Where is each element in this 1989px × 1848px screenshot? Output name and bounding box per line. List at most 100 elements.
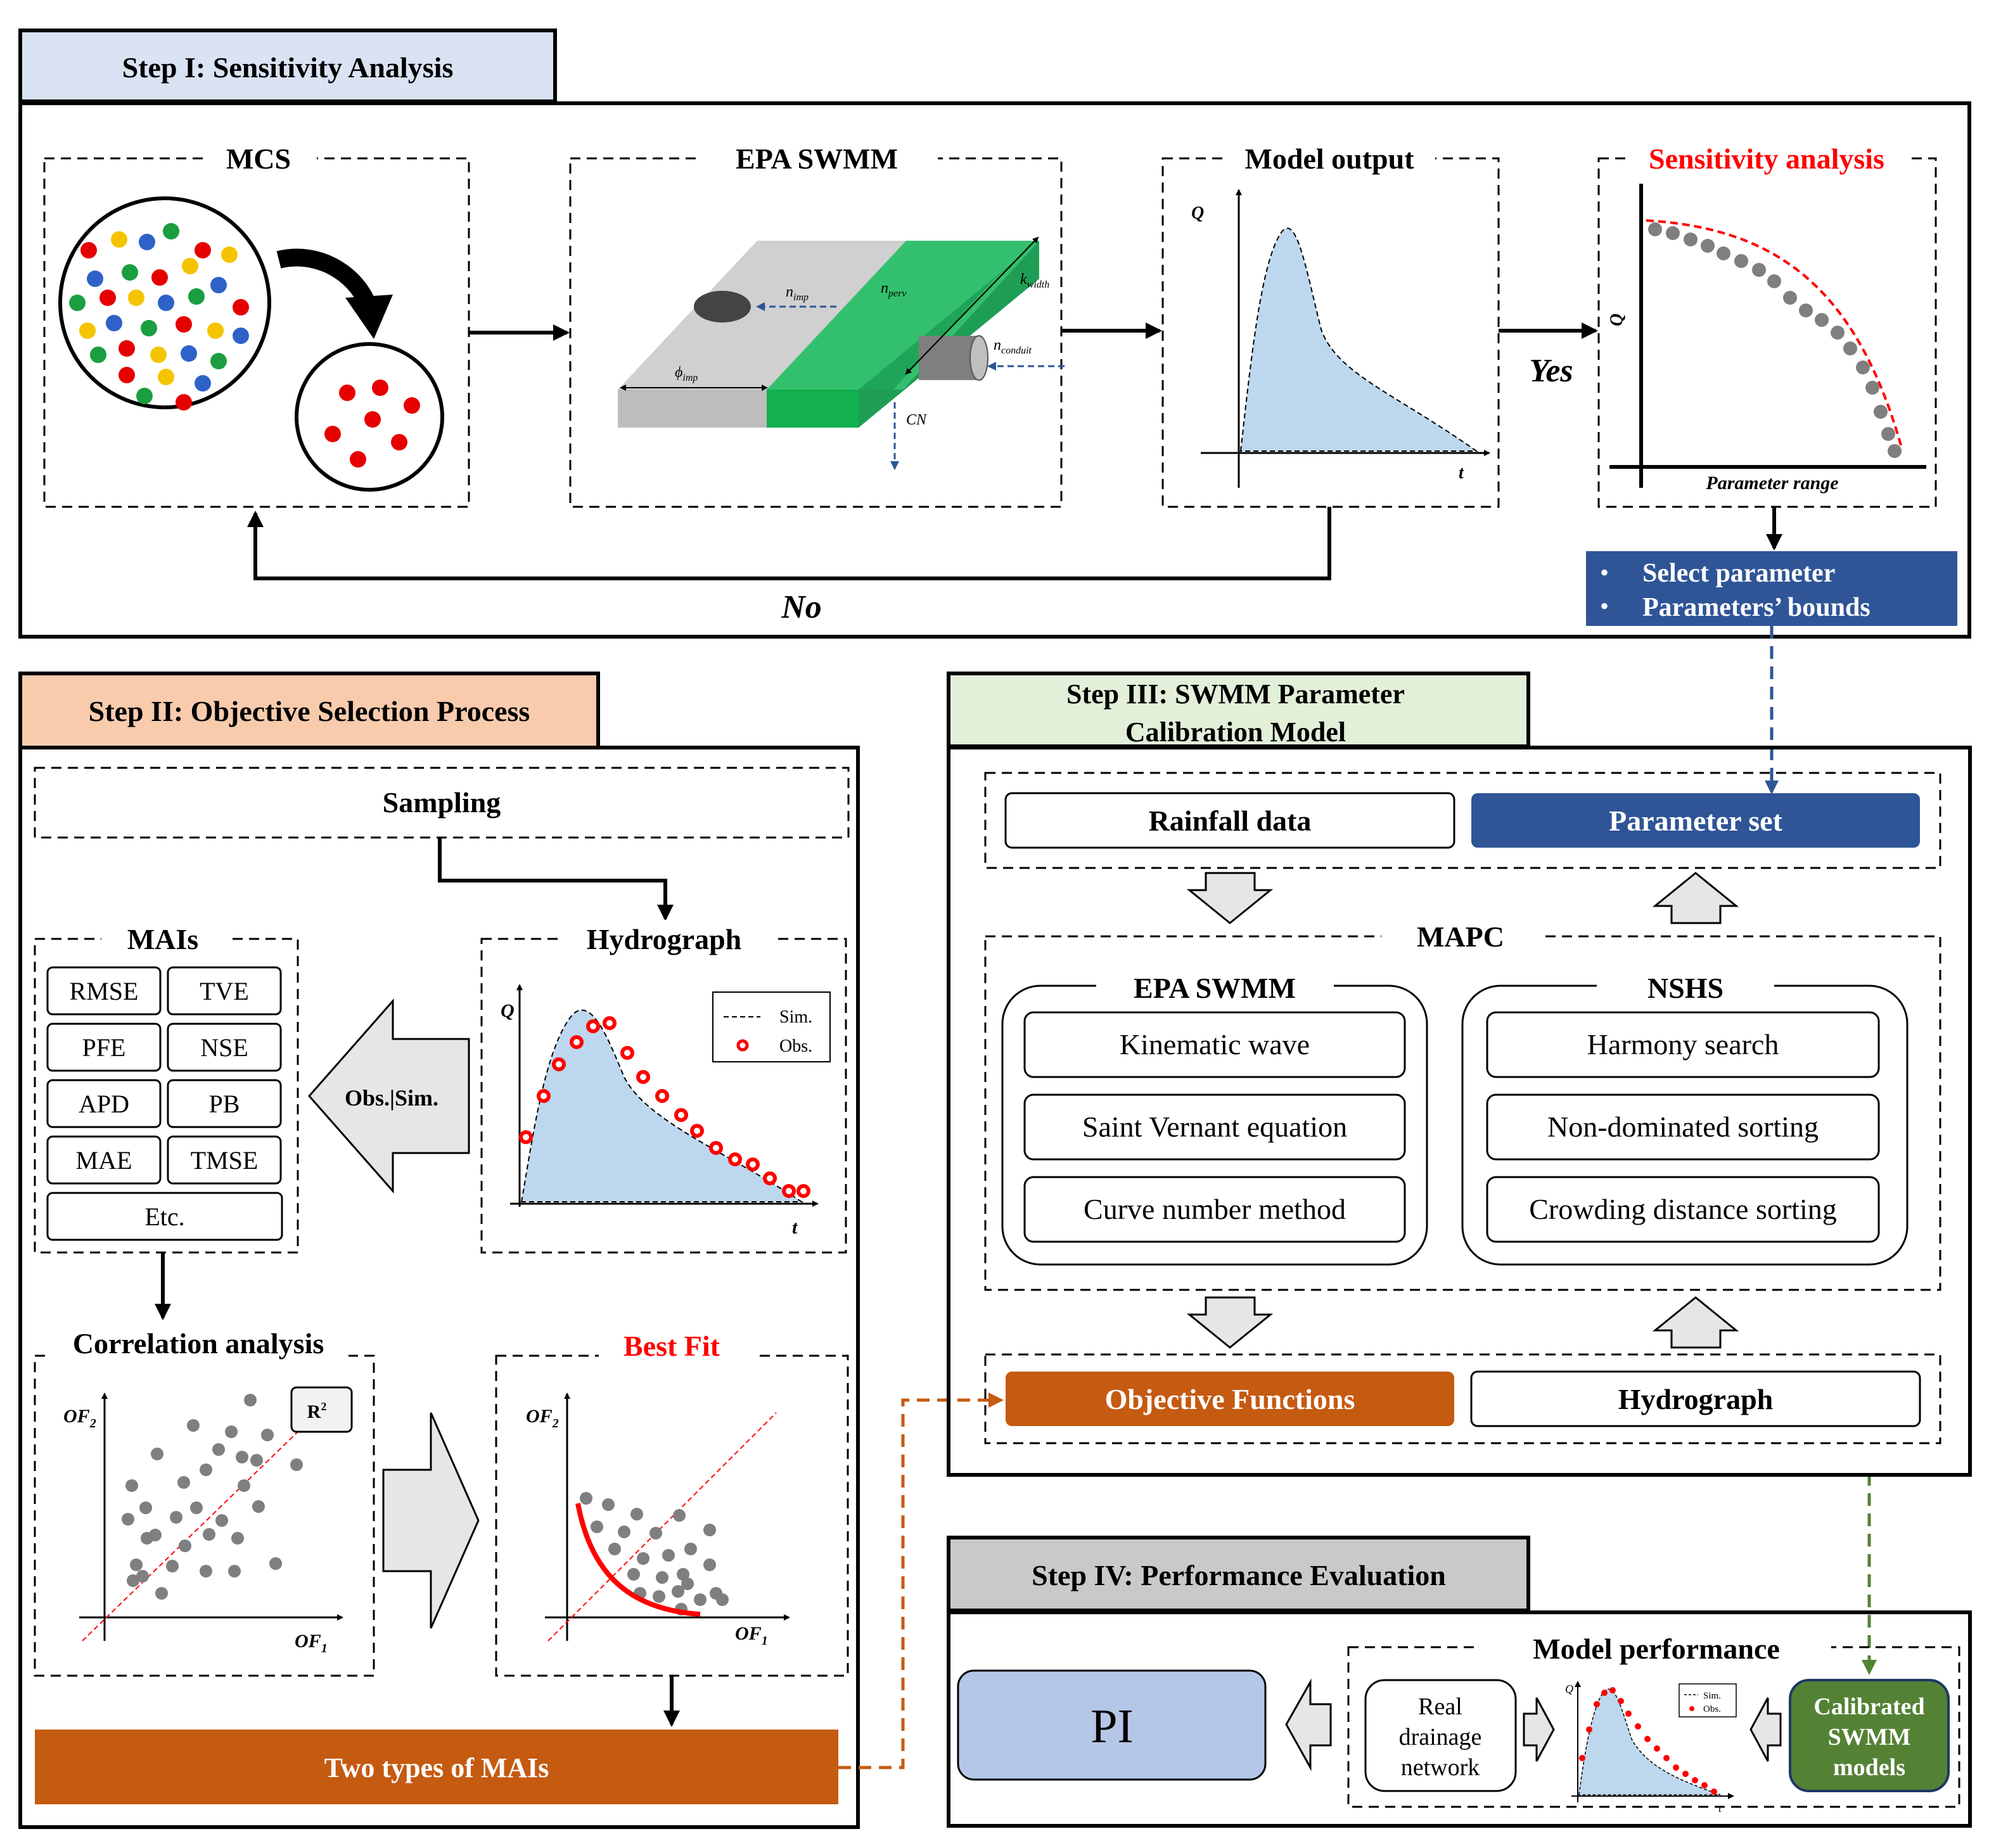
- population-dot: [79, 322, 96, 339]
- correlation-point: [290, 1458, 303, 1471]
- selected-dot: [372, 379, 388, 396]
- yes-label: Yes: [1529, 353, 1573, 389]
- legend-sim: Sim.: [779, 1007, 812, 1027]
- best-fit-point: [637, 1552, 649, 1565]
- population-dot: [195, 242, 211, 258]
- correlation-point: [190, 1501, 203, 1514]
- down-arrow-2: [1186, 1296, 1274, 1349]
- best-fit-points: [580, 1492, 729, 1615]
- mais-item-label: NSE: [200, 1033, 248, 1062]
- observed-point: [709, 1141, 723, 1155]
- observed-point: [674, 1108, 688, 1122]
- mini-observed-point: [1594, 1701, 1600, 1707]
- mini-observed-point: [1601, 1690, 1608, 1696]
- observed-point: [620, 1046, 634, 1060]
- nshs-method-label: Harmony search: [1587, 1028, 1779, 1061]
- calibrated-line2: SWMM: [1828, 1724, 1911, 1750]
- correlation-point: [250, 1454, 263, 1467]
- left-arrow-perf: [1749, 1697, 1782, 1762]
- mini-legend-sim: Sim.: [1703, 1691, 1721, 1701]
- selected-dot: [364, 411, 381, 428]
- legend-obs: Obs.: [779, 1036, 812, 1056]
- sensitivity-point: [1717, 246, 1730, 260]
- mais-grid: RMSE TVE PFE NSE APD PB MAE TMSE: [46, 966, 282, 1185]
- parameter-set-label: Parameter set: [1609, 805, 1782, 837]
- best-fit-label: Best Fit: [624, 1330, 720, 1362]
- svg-text:•: •: [1600, 592, 1609, 620]
- parameter-bounds-box: • • Select parameter Parameters’ bounds: [1586, 551, 1957, 626]
- mais-item-label: PFE: [82, 1033, 126, 1062]
- correlation-point: [244, 1394, 257, 1406]
- population-dot: [181, 345, 197, 362]
- best-fit-point: [602, 1498, 615, 1511]
- observed-point: [763, 1171, 777, 1185]
- mais-item-label: TMSE: [191, 1146, 259, 1175]
- best-fit-point: [703, 1524, 716, 1536]
- outputs-row: [984, 1353, 1941, 1444]
- observed-point: [796, 1184, 810, 1198]
- population-dot: [195, 375, 211, 392]
- swmm-method-box: [1023, 1011, 1406, 1078]
- population-dot: [150, 347, 167, 363]
- mini-observed-point: [1673, 1764, 1679, 1771]
- correlation-point: [238, 1479, 250, 1492]
- calibrated-line3: models: [1833, 1754, 1905, 1781]
- step1-header: [18, 29, 557, 103]
- mini-observed-point: [1654, 1745, 1660, 1752]
- pi-label: PI: [1090, 1700, 1134, 1753]
- population-dot: [182, 258, 198, 274]
- mini-t-label: t: [1718, 1802, 1722, 1814]
- k-width-label: kwidth: [1020, 271, 1049, 290]
- mini-observed-point: [1635, 1723, 1641, 1730]
- arrow-sampling-hydro: [438, 838, 674, 921]
- correlation-point: [215, 1514, 228, 1527]
- sensitivity-box: Sensitivity analysis Q Parameter range: [1597, 139, 1937, 508]
- population-dots: [69, 223, 249, 411]
- param-range-label: Parameter range: [1705, 473, 1838, 494]
- best-fit-point: [649, 1527, 662, 1539]
- mini-observed-point: [1692, 1777, 1698, 1783]
- selected-dot: [339, 385, 355, 401]
- mini-observed-point: [1701, 1782, 1708, 1788]
- model-performance-label: Model performance: [1533, 1633, 1780, 1665]
- pi-box: [957, 1669, 1267, 1781]
- nshs-method-box: [1486, 1093, 1880, 1161]
- best-fit-point: [677, 1568, 689, 1581]
- sensitivity-point: [1881, 427, 1895, 441]
- pervious-surface: [767, 241, 1039, 390]
- step4-frame: [947, 1610, 1972, 1828]
- curved-arrow-icon: [276, 248, 376, 308]
- step2-panel: Step II: Objective Selection Process Sam…: [18, 672, 860, 1829]
- correlation-point: [136, 1570, 149, 1583]
- sensitivity-point: [1831, 326, 1845, 340]
- step4-panel: Step IV: Performance Evaluation PI Model…: [947, 1536, 1972, 1828]
- population-dot: [207, 322, 224, 339]
- bullet-select-parameter: Select parameter: [1642, 559, 1835, 588]
- best-fit-point: [653, 1590, 665, 1603]
- best-fit-point: [672, 1585, 684, 1598]
- correlation-point: [212, 1443, 225, 1456]
- sensitivity-point: [1734, 254, 1748, 268]
- correlation-point: [166, 1560, 179, 1572]
- nshs-method-box: [1486, 1176, 1880, 1243]
- observed-point: [552, 1057, 566, 1071]
- correlation-point: [200, 1565, 212, 1577]
- population-dot: [139, 234, 155, 250]
- correlation-point: [187, 1419, 200, 1432]
- population-dot: [210, 277, 227, 293]
- step3-title-line2: Calibration Model: [1125, 717, 1346, 748]
- observed-point: [636, 1070, 650, 1084]
- mais-item-box: [46, 1023, 162, 1072]
- right-big-arrow: [382, 1412, 480, 1629]
- of1-label: OF1: [295, 1631, 328, 1655]
- population-dot: [128, 290, 144, 306]
- observed-point: [603, 1016, 617, 1030]
- mini-observed-point: [1625, 1711, 1632, 1717]
- population-dot: [118, 340, 135, 357]
- sensitivity-envelope: [1646, 219, 1903, 450]
- rainfall-box: [1004, 792, 1455, 849]
- correlation-point: [200, 1463, 212, 1476]
- hydrograph-area: [1239, 227, 1479, 452]
- population-dot: [233, 328, 249, 344]
- n-perv-label: nperv: [881, 280, 907, 299]
